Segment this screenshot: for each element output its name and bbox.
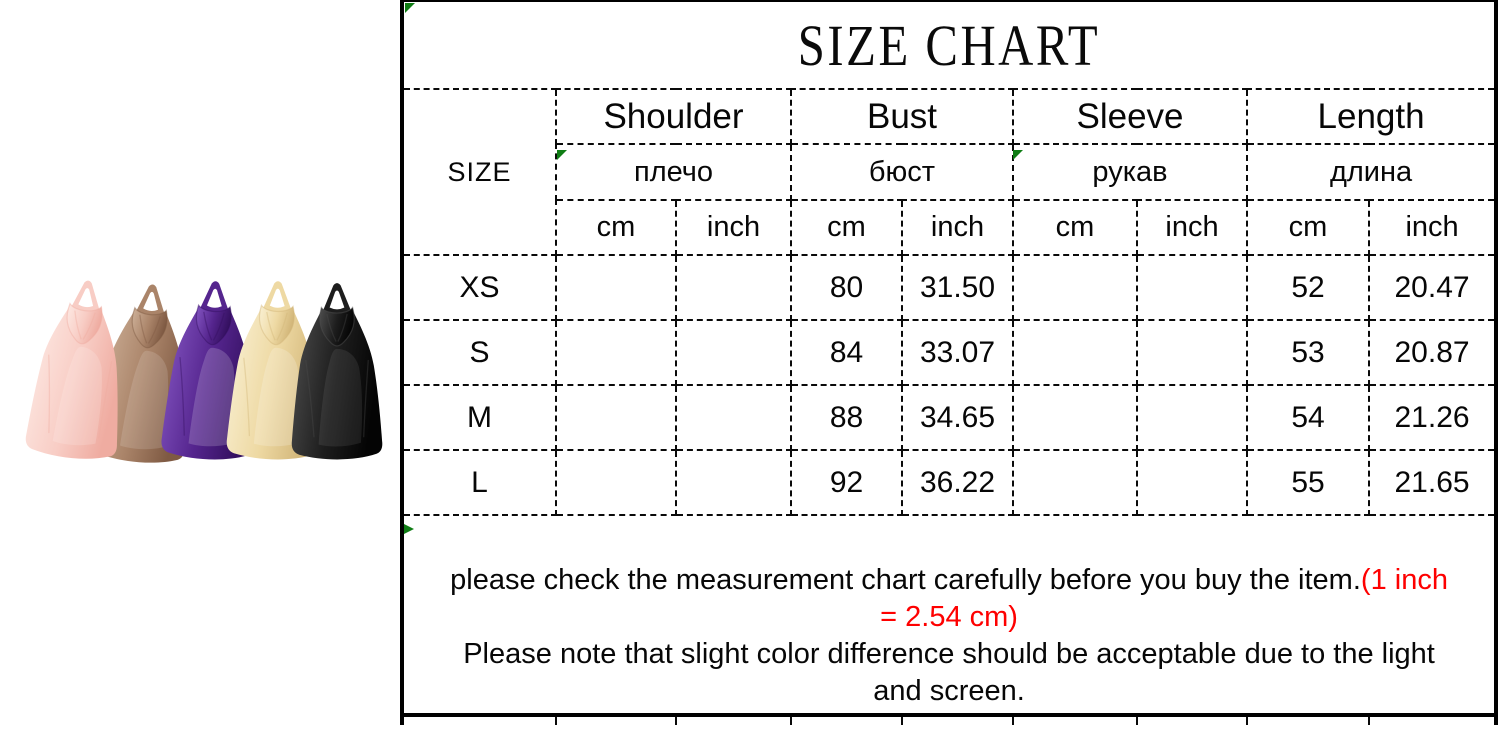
table-stub-row (401, 714, 1498, 725)
top-folds (305, 313, 369, 438)
cell-m-bust-inch: 34.65 (901, 384, 1014, 451)
top-neck-cutout (329, 290, 345, 310)
inch-conversion-note-start: (1 inch (1360, 563, 1448, 596)
cell-xs-length-inch: 20.47 (1367, 254, 1498, 321)
table-row-l: L 92 36.22 55 21.65 (401, 449, 1498, 516)
cell-s-length-inch: 20.87 (1367, 319, 1498, 386)
cell-s-shoulder-inch (675, 319, 792, 386)
top-cowl (131, 306, 168, 349)
cell-s-shoulder-cm (555, 319, 677, 386)
size-label-l: L (401, 449, 557, 516)
col-header-ru-shoulder: плечо (555, 143, 792, 201)
notes-cell: please check the measurement chart caref… (399, 514, 1499, 717)
size-chart-panel: SIZE CHART SIZE Shoulder Bust Sleeve Len… (399, 0, 1499, 734)
col-header-length: Length (1245, 88, 1498, 145)
cell-xs-sleeve-inch (1136, 254, 1248, 321)
measurement-note: please check the measurement chart caref… (406, 562, 1492, 599)
cell-s-bust-cm: 84 (790, 319, 903, 386)
cell-xs-bust-inch: 31.50 (901, 254, 1014, 321)
top-cowl (66, 302, 103, 345)
top-folds (48, 310, 113, 439)
top-highlight (119, 350, 169, 450)
cell-s-length-cm: 53 (1246, 319, 1370, 386)
unit-sleeve-inch: inch (1136, 199, 1248, 256)
cell-s-sleeve-inch (1136, 319, 1248, 386)
cell-l-sleeve-inch (1136, 449, 1248, 516)
top-neck-cutout (269, 288, 285, 308)
cell-m-sleeve-inch (1136, 384, 1248, 451)
cell-m-bust-cm: 88 (790, 384, 903, 451)
cell-l-bust-cm: 92 (790, 449, 903, 516)
product-top-pink (25, 280, 118, 459)
cell-l-shoulder-cm (555, 449, 677, 516)
cell-xs-shoulder-cm (555, 254, 677, 321)
cell-m-shoulder-inch (675, 384, 792, 451)
cell-m-shoulder-cm (555, 384, 677, 451)
top-body (291, 308, 383, 460)
col-header-ru-sleeve: рукав (1012, 143, 1248, 201)
top-highlight (188, 347, 235, 447)
top-neck-cutout (143, 291, 159, 311)
cell-s-bust-inch: 33.07 (901, 319, 1014, 386)
unit-length-cm: cm (1246, 199, 1370, 256)
top-body (25, 304, 118, 459)
color-difference-note-line2: and screen. (873, 674, 1025, 707)
top-neck-cutout (206, 288, 222, 308)
table-row-m: M 88 34.65 54 21.26 (401, 384, 1498, 451)
green-corner-marker-icon (557, 150, 567, 160)
inch-conversion-note-end: = 2.54 cm) (880, 600, 1018, 633)
green-corner-marker-icon (405, 3, 415, 13)
top-cowl (319, 306, 355, 347)
unit-bust-inch: inch (901, 199, 1014, 256)
unit-length-inch: inch (1367, 199, 1498, 256)
chart-title: SIZE CHART (400, 0, 1498, 90)
green-corner-marker-icon (1013, 150, 1023, 160)
color-difference-note-line1: Please note that slight color difference… (463, 637, 1435, 670)
top-highlight (253, 347, 300, 447)
unit-bust-cm: cm (790, 199, 903, 256)
cell-m-sleeve-cm (1012, 384, 1138, 451)
size-label-xs: XS (401, 254, 557, 321)
top-neck-cutout (78, 288, 94, 308)
unit-shoulder-cm: cm (555, 199, 677, 256)
col-header-bust: Bust (790, 88, 1014, 145)
table-row-s: S 84 33.07 53 20.87 (401, 319, 1498, 386)
cell-l-sleeve-cm (1012, 449, 1138, 516)
cell-l-shoulder-inch (675, 449, 792, 516)
cell-m-length-cm: 54 (1246, 384, 1370, 451)
size-label-m: M (401, 384, 557, 451)
col-header-ru-length: длина (1245, 143, 1498, 201)
top-folds (113, 314, 179, 443)
top-folds (243, 311, 308, 438)
cell-m-length-inch: 21.26 (1367, 384, 1498, 451)
chart-title-text: SIZE CHART (797, 12, 1101, 78)
size-label-s: S (401, 319, 557, 386)
cell-l-length-inch: 21.65 (1367, 449, 1498, 516)
table-row-xs: XS 80 31.50 52 20.47 (401, 254, 1498, 321)
product-top-black (291, 283, 383, 460)
unit-sleeve-cm: cm (1012, 199, 1138, 256)
cell-xs-bust-cm: 80 (790, 254, 903, 321)
top-cowl (258, 303, 295, 346)
top-cowl (195, 303, 232, 346)
size-column-header: SIZE (401, 88, 557, 256)
green-anchor-marker-icon (404, 524, 414, 534)
size-chart-table: SIZE CHART SIZE Shoulder Bust Sleeve Len… (399, 0, 1499, 725)
cell-xs-length-cm: 52 (1246, 254, 1370, 321)
measurement-note-text: please check the measurement chart caref… (450, 563, 1361, 596)
cell-l-bust-inch: 36.22 (901, 449, 1014, 516)
col-header-ru-bust: бюст (790, 143, 1014, 201)
cell-s-sleeve-cm (1012, 319, 1138, 386)
cell-xs-sleeve-cm (1012, 254, 1138, 321)
col-header-shoulder: Shoulder (555, 88, 792, 145)
product-photo (0, 0, 400, 734)
top-highlight (318, 348, 363, 447)
unit-shoulder-inch: inch (675, 199, 792, 256)
top-folds (179, 311, 244, 439)
col-header-sleeve: Sleeve (1012, 88, 1248, 145)
cell-l-length-cm: 55 (1246, 449, 1370, 516)
cell-xs-shoulder-inch (675, 254, 792, 321)
top-highlight (52, 346, 102, 446)
